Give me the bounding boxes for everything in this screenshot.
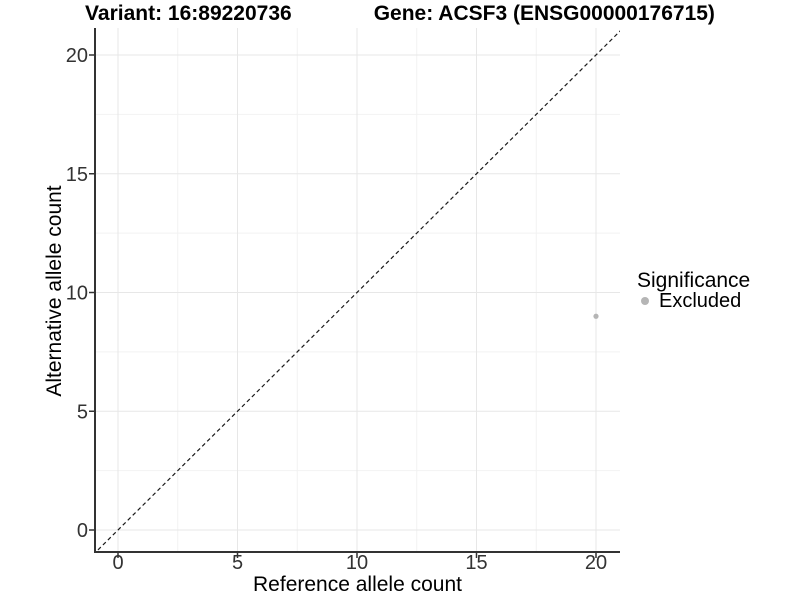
y-tick-label: 10 [66, 283, 88, 305]
x-tick-label: 10 [346, 552, 368, 574]
x-tick-label: 0 [112, 552, 123, 574]
data-point [593, 313, 599, 319]
plot-titles: Variant: 16:89220736 Gene: ACSF3 (ENSG00… [0, 0, 800, 28]
gene-title: Gene: ACSF3 (ENSG00000176715) [373, 2, 715, 25]
identity-reference-line [95, 30, 620, 553]
x-tick-label: 20 [585, 552, 607, 574]
y-axis-title: Alternative allele count [43, 185, 66, 397]
x-tick-label: 5 [232, 552, 243, 574]
y-tick-label: 15 [66, 164, 88, 186]
variant-title: Variant: 16:89220736 [85, 2, 292, 25]
x-tick-label: 15 [465, 552, 487, 574]
legend-item-excluded: Excluded [637, 290, 750, 312]
y-tick-label: 0 [77, 520, 88, 542]
legend-key-dot-icon [641, 297, 649, 305]
y-tick-label: 20 [66, 45, 88, 67]
y-tick-label: 5 [77, 401, 88, 423]
legend-title: Significance [637, 269, 751, 292]
legend-item-label: Excluded [659, 290, 742, 312]
legend: Significance Excluded [637, 269, 751, 312]
x-axis-title: Reference allele count [253, 573, 462, 596]
